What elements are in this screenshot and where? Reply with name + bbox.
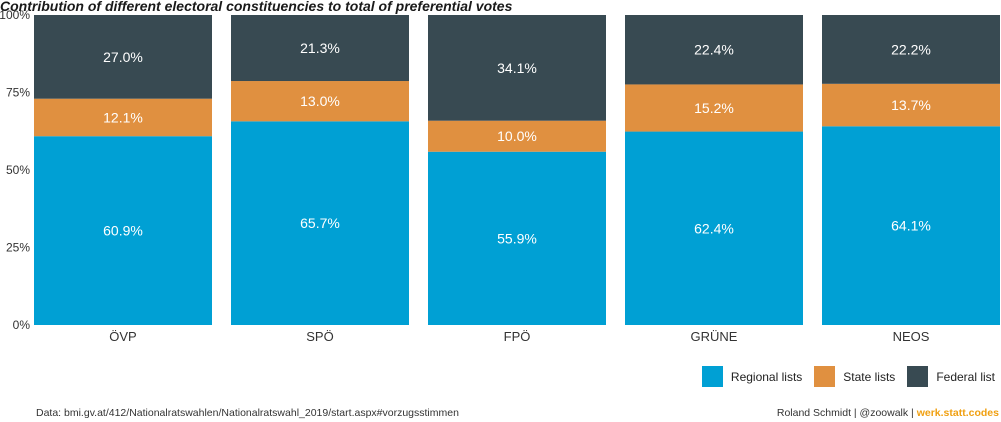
bar-segment	[625, 15, 803, 85]
y-tick-label: 25%	[6, 241, 30, 255]
data-label: 64.1%	[891, 218, 931, 234]
data-label: 10.0%	[497, 128, 537, 144]
x-tick-label: ÖVP	[109, 329, 136, 344]
bar-segment	[231, 81, 409, 122]
y-tick-label: 0%	[13, 318, 31, 332]
bar-segment	[231, 121, 409, 325]
bar-segment	[822, 15, 1000, 84]
bar-segment	[428, 15, 606, 121]
bar-segment	[34, 98, 212, 137]
bar-segment	[428, 120, 606, 152]
legend-label-state: State lists	[843, 369, 896, 384]
data-label: 22.2%	[891, 41, 931, 57]
source-note: Data: bmi.gv.at/412/Nationalratswahlen/N…	[36, 407, 459, 419]
bar-segment	[34, 15, 212, 99]
bar-segment	[822, 126, 1000, 325]
x-tick-label: NEOS	[893, 329, 930, 344]
chart-title: Contribution of different electoral cons…	[0, 0, 513, 14]
legend-swatch-regional	[701, 366, 723, 387]
author-credit: Roland Schmidt | @zoowalk | werk.statt.c…	[777, 407, 999, 419]
y-tick-label: 75%	[6, 86, 30, 100]
data-label: 65.7%	[300, 215, 340, 231]
legend-swatch-federal	[907, 366, 929, 387]
bar-segment	[428, 151, 606, 325]
bar-segment	[822, 83, 1000, 127]
data-label: 13.7%	[891, 97, 931, 113]
legend-swatch-state	[814, 366, 836, 387]
x-tick-label: FPÖ	[504, 329, 531, 344]
y-tick-label: 50%	[6, 163, 30, 177]
bar-segment	[34, 136, 212, 325]
data-label: 62.4%	[694, 220, 734, 236]
legend-item-regional: Regional lists	[701, 366, 803, 387]
data-label: 55.9%	[497, 230, 537, 246]
data-label: 22.4%	[694, 42, 734, 58]
y-tick-label: 100%	[0, 8, 30, 22]
data-label: 21.3%	[300, 40, 340, 56]
bar-segment	[625, 84, 803, 132]
legend-item-federal: Federal list	[907, 366, 995, 387]
stacked-bar-chart: 0% 25% 50% 75% 100% 60.9% 12.1% 27.0% ÖVP 65.7% 13…	[0, 8, 1000, 344]
bar-segment	[231, 15, 409, 82]
legend: Regional lists State lists Federal list	[690, 366, 995, 387]
data-label: 27.0%	[103, 49, 143, 65]
x-tick-label: SPÖ	[306, 329, 333, 344]
bar-segment	[625, 131, 803, 325]
author-text: Roland Schmidt | @zoowalk |	[776, 407, 917, 419]
brand-text: werk.statt.codes	[916, 407, 999, 419]
data-label: 13.0%	[300, 93, 340, 109]
data-label: 60.9%	[103, 223, 143, 239]
data-label: 34.1%	[497, 60, 537, 76]
data-label: 15.2%	[694, 100, 734, 116]
legend-item-state: State lists	[814, 366, 895, 387]
x-tick-label: GRÜNE	[691, 329, 738, 344]
legend-label-federal: Federal list	[936, 369, 995, 384]
data-label: 12.1%	[103, 109, 143, 125]
legend-label-regional: Regional lists	[730, 369, 803, 384]
